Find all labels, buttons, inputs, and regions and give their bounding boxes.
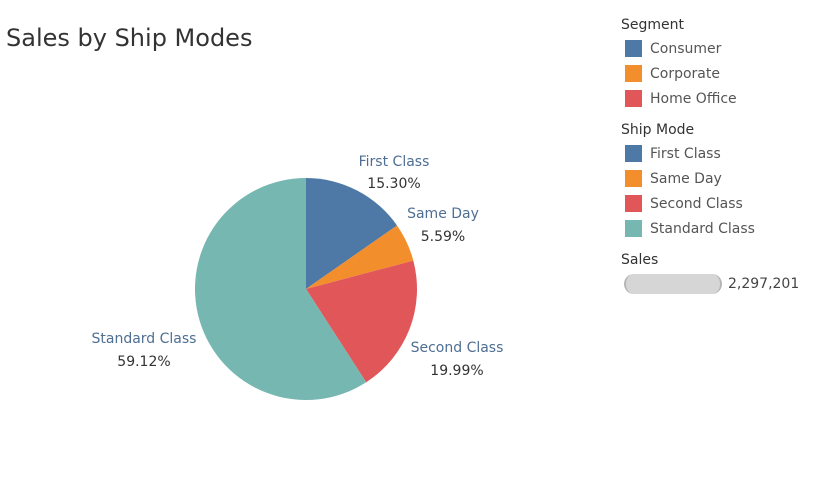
slice-percent-label: 5.59% [421,229,465,245]
pie-slice-first-class[interactable] [306,178,398,289]
legend-item-standard-class[interactable]: Standard Class [621,216,821,241]
color-swatch [625,220,642,237]
pie-slices [194,178,418,401]
sales-total-value: 2,297,201 [728,276,800,292]
legend-item-label: Standard Class [650,220,755,237]
color-swatch [625,195,642,212]
color-swatch [625,40,642,57]
segment-legend-title: Segment [621,17,684,33]
slice-percent-label: 19.99% [430,363,483,379]
slice-label: Same Day [407,206,479,222]
pie-labels: First Class 15.30% Same Day 5.59% Second Cla… [92,154,504,379]
color-swatch [625,90,642,107]
legend-item-label: Corporate [650,65,720,82]
color-swatch [625,65,642,82]
slice-percent-label: 59.12% [117,354,170,370]
legend-item-same-day[interactable]: Same Day [621,166,821,191]
slice-label: Second Class [411,340,504,356]
sales-legend-title: Sales [621,252,659,268]
ship-mode-legend-title: Ship Mode [621,122,695,138]
legend-item-label: Same Day [650,170,722,187]
slice-label: First Class [359,154,430,170]
legend-item-consumer[interactable]: Consumer [621,36,821,61]
legend-item-first-class[interactable]: First Class [621,141,821,166]
size-indicator [624,274,722,294]
legend-item-second-class[interactable]: Second Class [621,191,821,216]
ship-mode-legend: Ship Mode First Class Same Day Second Cl… [621,119,821,241]
legend-item-label: First Class [650,145,721,162]
legend-item-home-office[interactable]: Home Office [621,86,821,111]
pie-slice-same-day[interactable] [306,225,414,289]
segment-legend: Segment Consumer Corporate Home Office [621,14,821,111]
pie-slice-standard-class[interactable] [194,178,367,401]
color-swatch [625,145,642,162]
pie-slice-second-class[interactable] [306,260,418,383]
legend-panel: Segment Consumer Corporate Home Office S… [621,14,821,305]
pie-chart: First Class 15.30% Same Day 5.59% Second Cla… [92,154,504,401]
legend-item-label: Consumer [650,40,722,57]
slice-percent-label: 15.30% [367,176,420,192]
legend-item-label: Home Office [650,90,737,107]
sales-size-item[interactable]: 2,297,201 [621,271,821,297]
slice-label: Standard Class [92,331,197,347]
color-swatch [625,170,642,187]
legend-item-label: Second Class [650,195,743,212]
chart-title: Sales by Ship Modes [6,24,253,52]
legend-item-corporate[interactable]: Corporate [621,61,821,86]
sales-size-legend: Sales 2,297,201 [621,249,821,297]
